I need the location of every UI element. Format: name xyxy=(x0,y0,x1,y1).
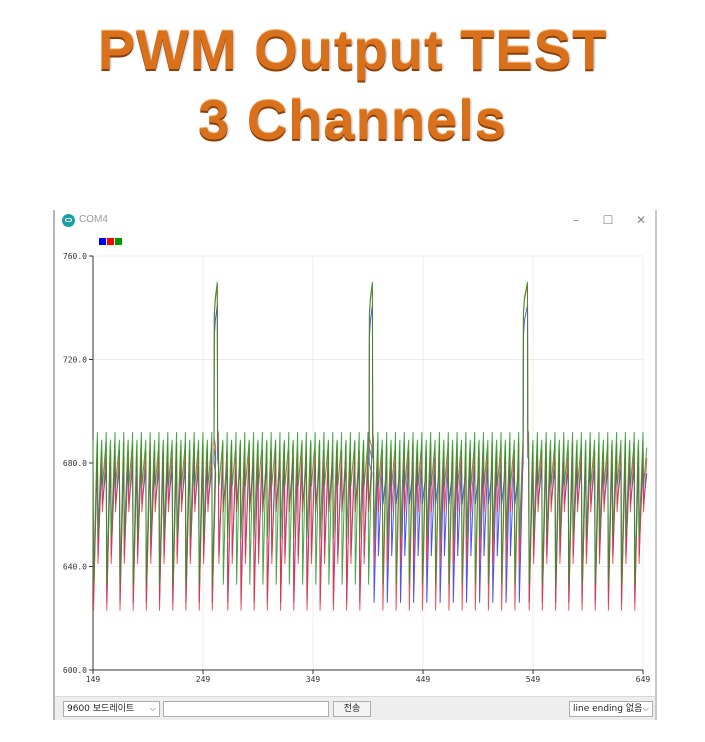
x-tick-label: 649 xyxy=(636,675,651,684)
y-tick-label: 640.0 xyxy=(63,563,87,572)
title-bar[interactable]: COM4 – ☐ ✕ xyxy=(55,210,655,232)
baud-rate-select[interactable]: 9600 보드레이트 ⌵ xyxy=(63,701,160,717)
x-tick-label: 449 xyxy=(416,675,431,684)
x-tick-label: 349 xyxy=(306,675,321,684)
arduino-icon xyxy=(62,214,75,227)
headline-title: PWM Output TEST xyxy=(97,18,608,81)
legend-swatch-2 xyxy=(107,238,114,245)
maximize-button[interactable]: ☐ xyxy=(602,213,614,227)
line-ending-select[interactable]: line ending 없음 ⌵ xyxy=(569,701,653,717)
y-tick-label: 680.0 xyxy=(63,459,87,468)
line-ending-label: line ending 없음 xyxy=(573,704,643,714)
close-button[interactable]: ✕ xyxy=(635,213,647,227)
series-line-3 xyxy=(92,281,648,585)
serial-plotter-window: COM4 – ☐ ✕ 760.0 720.0 680.0 640.0 600.0 149 2… xyxy=(53,210,657,720)
legend-swatch-3 xyxy=(115,238,122,245)
chevron-down-icon: ⌵ xyxy=(149,704,156,713)
y-tick-label: 600.0 xyxy=(63,666,87,675)
bottom-toolbar: 9600 보드레이트 ⌵ 전송 line ending 없음 ⌵ xyxy=(55,696,655,720)
window-title: COM4 xyxy=(79,214,108,225)
y-tick-label: 760.0 xyxy=(63,252,87,261)
x-tick-label: 149 xyxy=(86,675,101,684)
x-tick-label: 549 xyxy=(526,675,541,684)
legend-swatch-1 xyxy=(99,238,106,245)
headline-subtitle: 3 Channels xyxy=(198,88,507,151)
serial-input[interactable] xyxy=(163,701,329,717)
send-button[interactable]: 전송 xyxy=(333,701,371,717)
series-legend xyxy=(99,238,123,246)
baud-rate-label: 9600 보드레이트 xyxy=(67,704,135,714)
chevron-down-icon: ⌵ xyxy=(642,704,649,713)
x-tick-label: 249 xyxy=(196,675,211,684)
y-tick-label: 720.0 xyxy=(63,356,87,365)
minimize-button[interactable]: – xyxy=(573,213,579,227)
